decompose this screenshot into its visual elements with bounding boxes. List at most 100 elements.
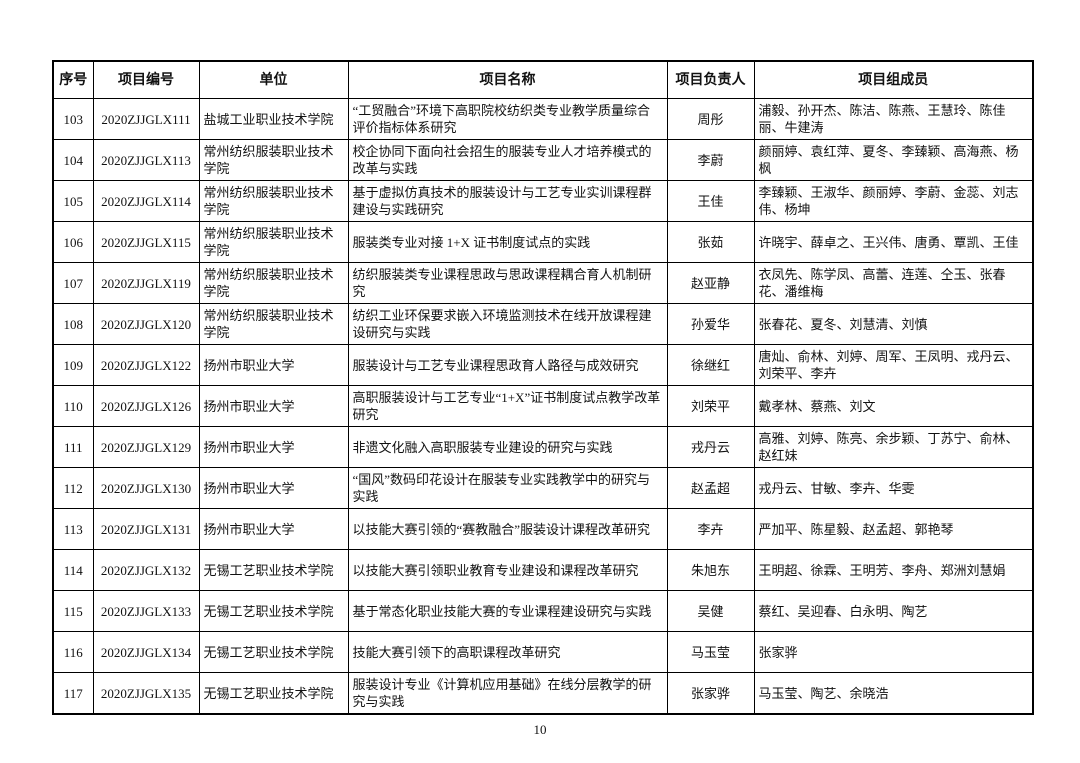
table-cell: 2020ZJJGLX126 [92, 385, 200, 427]
table-cell: 无锡工艺职业技术学院 [198, 631, 349, 673]
table-cell: 赵孟超 [666, 467, 755, 509]
table-cell: 服装设计专业《计算机应用基础》在线分层教学的研究与实践 [347, 672, 668, 715]
table-row: 111 2020ZJJGLX129 扬州市职业大学 非遗文化融入高职服装专业建设的研究… [52, 426, 1034, 468]
table-cell: 吴健 [666, 590, 755, 632]
table-cell: 常州纺织服装职业技术学院 [198, 221, 349, 263]
table-cell: 112 [52, 467, 94, 509]
table-cell: 117 [52, 672, 94, 715]
table-cell: 106 [52, 221, 94, 263]
table-cell: 李卉 [666, 508, 755, 550]
table-cell: 常州纺织服装职业技术学院 [198, 262, 349, 304]
header-cell: 项目编号 [92, 60, 200, 99]
table-cell: 111 [52, 426, 94, 468]
table-cell: 无锡工艺职业技术学院 [198, 590, 349, 632]
header-cell: 项目负责人 [666, 60, 755, 99]
table-cell: 颜丽婷、袁红萍、夏冬、李臻颖、高海燕、杨枫 [753, 139, 1034, 181]
table-cell: 116 [52, 631, 94, 673]
table-cell: 戎丹云、甘敏、李卉、华雯 [753, 467, 1034, 509]
table-cell: 严加平、陈星毅、赵孟超、郭艳琴 [753, 508, 1034, 550]
table-row: 106 2020ZJJGLX115 常州纺织服装职业技术学院 服装类专业对接 1+X … [52, 221, 1034, 263]
table-cell: 服装设计与工艺专业课程思政育人路径与成效研究 [347, 344, 668, 386]
table-cell: 104 [52, 139, 94, 181]
table-cell: 107 [52, 262, 94, 304]
table-cell: 徐继红 [666, 344, 755, 386]
table-cell: 114 [52, 549, 94, 591]
project-table: 序号 项目编号 单位 项目名称 项目负责人 项目组成员 103 2020ZJJGL… [52, 60, 1034, 715]
table-cell: 扬州市职业大学 [198, 385, 349, 427]
table-cell: 王佳 [666, 180, 755, 222]
table-cell: 张茹 [666, 221, 755, 263]
table-cell: 2020ZJJGLX120 [92, 303, 200, 345]
table-cell: 孙爱华 [666, 303, 755, 345]
table-cell: 113 [52, 508, 94, 550]
table-row: 110 2020ZJJGLX126 扬州市职业大学 高职服装设计与工艺专业“1+X”证… [52, 385, 1034, 427]
table-cell: 105 [52, 180, 94, 222]
table-row: 112 2020ZJJGLX130 扬州市职业大学 “国风”数码印花设计在服装专业实践… [52, 467, 1034, 509]
table-cell: 2020ZJJGLX134 [92, 631, 200, 673]
table-cell: 108 [52, 303, 94, 345]
table-cell: 刘荣平 [666, 385, 755, 427]
table-row: 104 2020ZJJGLX113 常州纺织服装职业技术学院 校企协同下面向社会招生的… [52, 139, 1034, 181]
table-cell: 2020ZJJGLX119 [92, 262, 200, 304]
table-cell: 蔡红、吴迎春、白永明、陶艺 [753, 590, 1034, 632]
table-cell: 常州纺织服装职业技术学院 [198, 139, 349, 181]
table-cell: 2020ZJJGLX111 [92, 98, 200, 140]
table-row: 108 2020ZJJGLX120 常州纺织服装职业技术学院 纺织工业环保要求嵌入环境… [52, 303, 1034, 345]
table-cell: 朱旭东 [666, 549, 755, 591]
table-row: 113 2020ZJJGLX131 扬州市职业大学 以技能大赛引领的“赛教融合”服装设… [52, 508, 1034, 550]
table-cell: 李臻颖、王淑华、颜丽婷、李蔚、金蕊、刘志伟、杨坤 [753, 180, 1034, 222]
header-cell: 项目组成员 [753, 60, 1034, 99]
table-cell: 纺织工业环保要求嵌入环境监测技术在线开放课程建设研究与实践 [347, 303, 668, 345]
table-cell: 扬州市职业大学 [198, 344, 349, 386]
table-cell: 马玉莹、陶艺、余晓浩 [753, 672, 1034, 715]
table-cell: 张春花、夏冬、刘慧清、刘慎 [753, 303, 1034, 345]
table-cell: 衣凤先、陈学凤、高蕾、连莲、仝玉、张春花、潘维梅 [753, 262, 1034, 304]
table-cell: 戎丹云 [666, 426, 755, 468]
page-number: 10 [533, 722, 547, 737]
table-cell: 扬州市职业大学 [198, 467, 349, 509]
table-cell: 以技能大赛引领的“赛教融合”服装设计课程改革研究 [347, 508, 668, 550]
table-row: 109 2020ZJJGLX122 扬州市职业大学 服装设计与工艺专业课程思政育人路径… [52, 344, 1034, 386]
table-cell: 2020ZJJGLX122 [92, 344, 200, 386]
table-cell: 扬州市职业大学 [198, 508, 349, 550]
table-row: 116 2020ZJJGLX134 无锡工艺职业技术学院 技能大赛引领下的高职课程改革… [52, 631, 1034, 673]
table-cell: 无锡工艺职业技术学院 [198, 672, 349, 715]
table-cell: 张家骅 [666, 672, 755, 715]
table-cell: 基于虚拟仿真技术的服装设计与工艺专业实训课程群建设与实践研究 [347, 180, 668, 222]
table-row: 117 2020ZJJGLX135 无锡工艺职业技术学院 服装设计专业《计算机应用基础… [52, 672, 1034, 715]
table-cell: 戴孝林、蔡燕、刘文 [753, 385, 1034, 427]
table-cell: “工贸融合”环境下高职院校纺织类专业教学质量综合评价指标体系研究 [347, 98, 668, 140]
table-row: 103 2020ZJJGLX111 盐城工业职业技术学院 “工贸融合”环境下高职院校纺… [52, 98, 1034, 140]
table-cell: 115 [52, 590, 94, 632]
table-cell: 周彤 [666, 98, 755, 140]
header-row: 序号 项目编号 单位 项目名称 项目负责人 项目组成员 [52, 60, 1034, 99]
table-cell: 技能大赛引领下的高职课程改革研究 [347, 631, 668, 673]
table-cell: 2020ZJJGLX133 [92, 590, 200, 632]
table-cell: 110 [52, 385, 94, 427]
table-cell: 103 [52, 98, 94, 140]
table-cell: 以技能大赛引领职业教育专业建设和课程改革研究 [347, 549, 668, 591]
table-cell: 基于常态化职业技能大赛的专业课程建设研究与实践 [347, 590, 668, 632]
table-cell: 许晓宇、薛卓之、王兴伟、唐勇、覃凯、王佳 [753, 221, 1034, 263]
table-row: 114 2020ZJJGLX132 无锡工艺职业技术学院 以技能大赛引领职业教育专业建… [52, 549, 1034, 591]
table-cell: 常州纺织服装职业技术学院 [198, 303, 349, 345]
table-body: 103 2020ZJJGLX111 盐城工业职业技术学院 “工贸融合”环境下高职院校纺… [52, 98, 1034, 715]
table-cell: 2020ZJJGLX115 [92, 221, 200, 263]
table-cell: 2020ZJJGLX129 [92, 426, 200, 468]
table-cell: 浦毅、孙开杰、陈洁、陈燕、王慧玲、陈佳丽、牛建涛 [753, 98, 1034, 140]
table-cell: “国风”数码印花设计在服装专业实践教学中的研究与实践 [347, 467, 668, 509]
table-cell: 校企协同下面向社会招生的服装专业人才培养模式的改革与实践 [347, 139, 668, 181]
table-cell: 2020ZJJGLX114 [92, 180, 200, 222]
table-cell: 高雅、刘婷、陈亮、余步颖、丁苏宁、俞林、赵红妹 [753, 426, 1034, 468]
table-cell: 赵亚静 [666, 262, 755, 304]
table-cell: 2020ZJJGLX135 [92, 672, 200, 715]
table-cell: 王明超、徐霖、王明芳、李舟、郑洲刘慧娟 [753, 549, 1034, 591]
table-row: 107 2020ZJJGLX119 常州纺织服装职业技术学院 纺织服装类专业课程思政与… [52, 262, 1034, 304]
table-cell: 2020ZJJGLX132 [92, 549, 200, 591]
table-cell: 马玉莹 [666, 631, 755, 673]
table-cell: 扬州市职业大学 [198, 426, 349, 468]
table-cell: 2020ZJJGLX113 [92, 139, 200, 181]
table-cell: 张家骅 [753, 631, 1034, 673]
table-cell: 2020ZJJGLX131 [92, 508, 200, 550]
